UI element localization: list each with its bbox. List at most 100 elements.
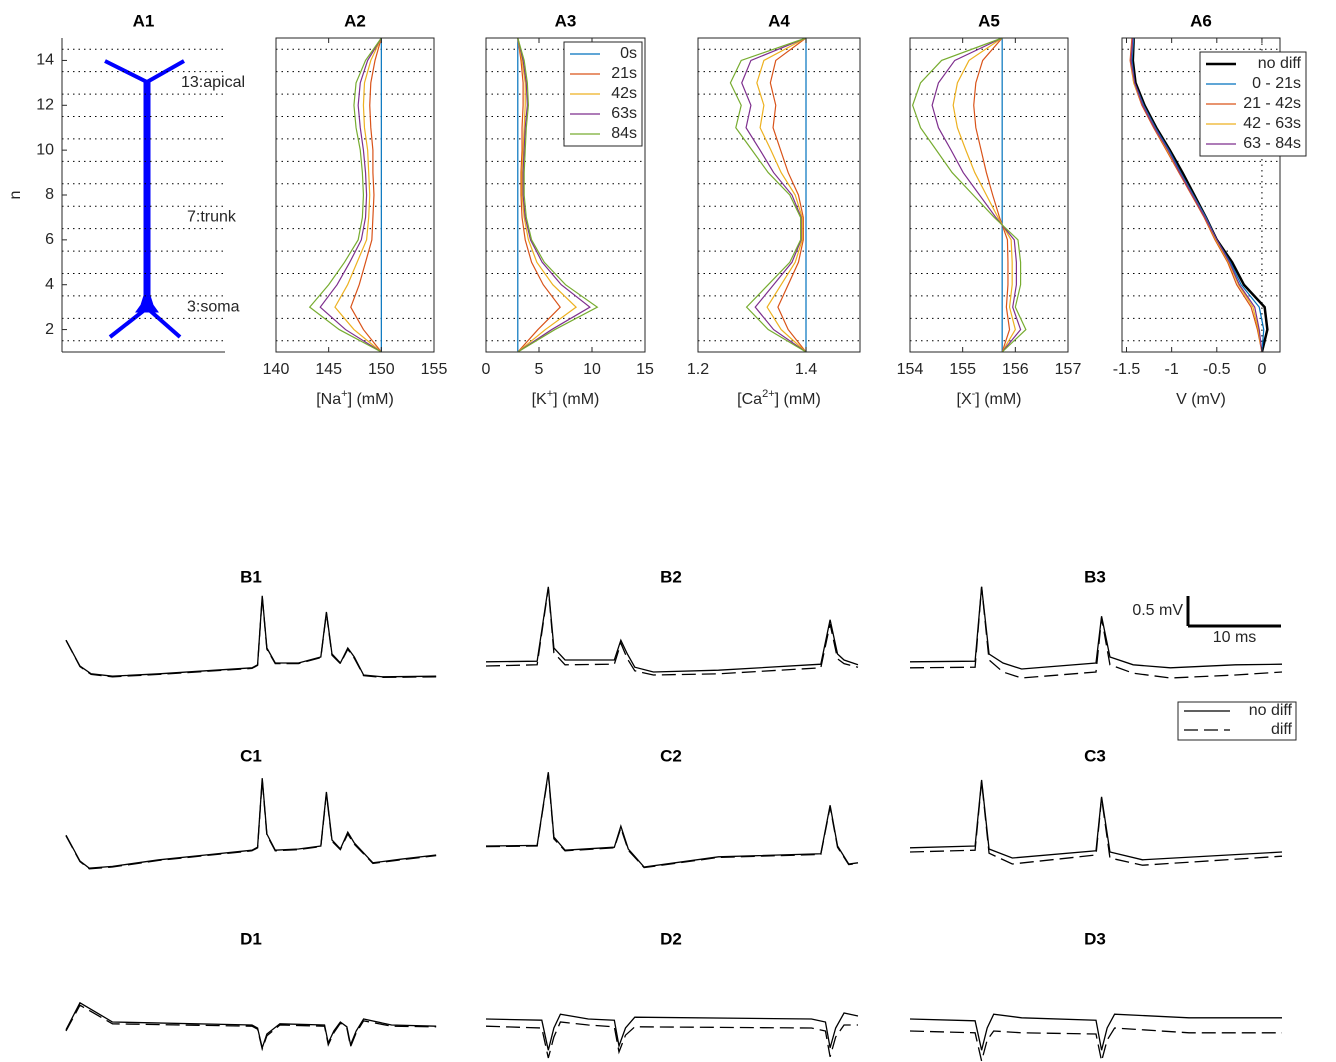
apical-branch [146,59,185,84]
profile-line [741,37,807,353]
x-tick-label: -1 [1165,361,1179,378]
profile-line [729,37,807,353]
panel-title: B2 [660,567,682,586]
x-tick-label: 1.2 [687,361,709,378]
legend-label: 0 - 21s [1252,75,1301,92]
profile-line [769,37,807,353]
profile-line [308,37,382,353]
x-axis-label: [K+] (mM) [532,388,600,408]
trace [909,1013,1282,1051]
x-tick-label: -1.5 [1113,361,1141,378]
legend-label: 42s [611,85,637,102]
profile-line [517,37,578,353]
profile-line [334,37,382,353]
scale-bar-label: 10 ms [1213,629,1257,646]
basal-branch [108,306,149,339]
x-tick-label: 0 [1257,361,1266,378]
x-tick-label: 157 [1055,361,1082,378]
apical-branch [104,59,148,84]
legend-label: no diff [1258,55,1302,72]
x-axis-label-part: - [972,388,976,400]
trace [65,779,437,870]
legend-label: 21s [611,65,637,82]
x-tick-label: 1.4 [795,361,817,378]
panel-title: A5 [978,11,1000,30]
plot-frame [275,37,435,353]
x-axis-label-part: + [547,388,553,400]
x-tick-label: -0.5 [1203,361,1231,378]
x-axis-label-part: [K [532,391,547,408]
plot-frame [1121,37,1281,353]
legend-label: 21 - 42s [1243,95,1301,112]
y-tick-label: 6 [45,231,54,248]
panel-title: D1 [240,929,262,948]
trace [485,773,859,869]
x-axis-label-part: 2+ [762,388,775,400]
panel-title: A2 [344,11,366,30]
plot-frame [909,37,1069,353]
annotation: 3:soma [187,298,240,315]
y-axis-label: n [7,191,24,200]
profile-line [1130,37,1263,353]
x-tick-label: 155 [421,361,448,378]
x-axis-label-part: V (mV) [1176,391,1226,408]
plot-frame [485,37,646,353]
x-axis-label: V (mV) [1176,391,1226,408]
trace [485,1012,859,1051]
trace [485,1021,858,1059]
x-axis-label-part: ] (mM) [775,391,821,408]
neuron-diagram [104,59,185,339]
legend-label: 84s [611,125,637,142]
trace [909,586,1283,670]
x-tick-label: 10 [583,361,601,378]
scale-bar-label: 0.5 mV [1132,602,1183,619]
trace [909,586,1283,679]
y-tick-label: 12 [36,97,54,114]
panel-title: B1 [240,567,262,586]
legend-label: diff [1271,721,1293,738]
trace [65,595,437,678]
legend-label: 42 - 63s [1243,115,1301,132]
x-tick-label: 140 [263,361,290,378]
y-tick-label: 4 [45,276,54,293]
y-tick-label: 14 [36,52,54,69]
profile-line [517,37,599,353]
plot-frame [697,37,861,353]
legend-label: 0s [620,45,637,62]
profile-line [952,37,1016,353]
profile-line [319,37,382,353]
panel-title: D3 [1084,929,1106,948]
profile-line [1131,37,1269,353]
soma [135,284,159,313]
annotation: 13:apical [181,74,245,91]
x-tick-label: 155 [949,361,976,378]
trace [485,772,859,868]
x-tick-label: 156 [1002,361,1029,378]
x-tick-label: 0 [482,361,491,378]
x-axis-label: [X-] (mM) [957,388,1022,408]
profile-line [911,37,1027,353]
x-axis-label-part: ] (mM) [553,391,599,408]
x-axis-label-part: [Na [316,391,341,408]
trace [65,1004,437,1052]
legend-label: 63s [611,105,637,122]
trace [65,1001,437,1051]
profile-line [931,37,1022,353]
profile-line [350,37,382,353]
profile-line [756,37,807,353]
x-axis-label-part: [Ca [737,391,762,408]
trace [485,586,859,673]
x-axis-label-part: ] (mM) [975,391,1021,408]
trace [65,778,437,869]
legend-label: no diff [1249,702,1293,719]
panel-title: A6 [1190,11,1212,30]
x-tick-label: 145 [315,361,342,378]
x-axis-label-part: ] (mM) [348,391,394,408]
panel-title: C2 [660,746,682,765]
x-tick-label: 150 [368,361,395,378]
basal-branch [145,306,182,339]
trace [485,587,859,676]
panel-title: A3 [555,11,577,30]
